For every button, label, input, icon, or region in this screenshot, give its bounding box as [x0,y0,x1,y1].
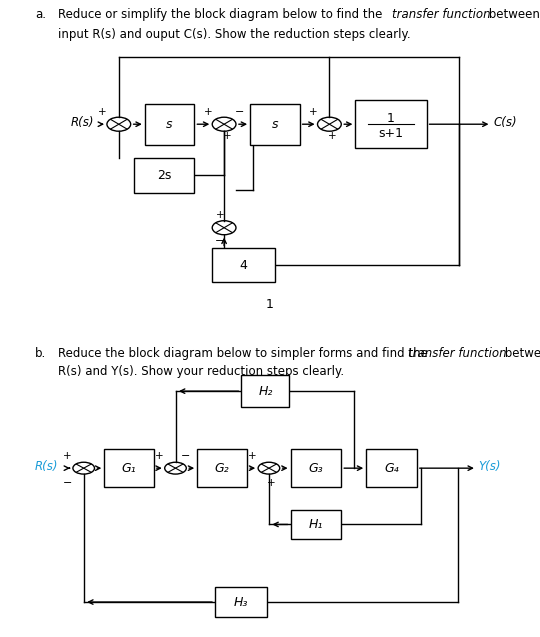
FancyBboxPatch shape [250,103,300,145]
FancyBboxPatch shape [241,375,289,408]
Text: Reduce or simplify the block diagram below to find the: Reduce or simplify the block diagram bel… [58,8,387,21]
FancyBboxPatch shape [212,248,275,282]
Text: +: + [63,451,72,461]
FancyBboxPatch shape [366,449,417,487]
Text: +: + [204,107,212,117]
Text: G₃: G₃ [308,462,323,475]
Text: between: between [501,347,540,360]
Text: C(s): C(s) [493,116,517,129]
Text: s: s [166,118,173,131]
Text: 1: 1 [387,112,395,125]
Text: G₂: G₂ [215,462,230,475]
FancyBboxPatch shape [145,103,194,145]
Text: s+1: s+1 [379,127,403,140]
Text: 4: 4 [240,259,248,271]
Text: b.: b. [35,347,46,360]
Text: +: + [222,131,231,141]
Text: 1: 1 [266,297,274,311]
FancyBboxPatch shape [291,449,341,487]
FancyBboxPatch shape [197,449,247,487]
Text: R(s) and Y(s). Show your reduction steps clearly.: R(s) and Y(s). Show your reduction steps… [58,365,345,378]
Text: −: − [180,451,190,461]
Text: s: s [272,118,278,131]
FancyBboxPatch shape [134,158,194,192]
Text: H₃: H₃ [234,596,248,608]
FancyBboxPatch shape [104,449,154,487]
Text: a.: a. [35,8,46,21]
Text: +: + [98,107,107,117]
Text: Y(s): Y(s) [478,460,501,473]
Text: G₁: G₁ [122,462,137,475]
Text: R(s): R(s) [35,460,59,473]
Text: H₁: H₁ [309,518,323,531]
Text: 2s: 2s [157,169,171,182]
Text: transfer function: transfer function [392,8,491,21]
Text: G₄: G₄ [384,462,399,475]
Text: Reduce the block diagram below to simpler forms and find the: Reduce the block diagram below to simple… [58,347,432,360]
Text: between the: between the [485,8,540,21]
Text: +: + [309,107,318,117]
Text: +: + [215,210,224,220]
Text: −: − [234,107,244,117]
FancyBboxPatch shape [215,587,267,617]
FancyBboxPatch shape [355,100,427,148]
Text: −: − [63,478,72,488]
Text: transfer function: transfer function [408,347,507,360]
Text: +: + [155,451,164,461]
Text: +: + [248,451,257,461]
Text: +: + [328,131,336,141]
Text: −: − [215,236,225,246]
Text: +: + [267,478,276,488]
Text: R(s): R(s) [70,116,94,129]
Text: input R(s) and ouput C(s). Show the reduction steps clearly.: input R(s) and ouput C(s). Show the redu… [58,28,411,41]
Text: H₂: H₂ [258,385,273,397]
FancyBboxPatch shape [291,510,341,540]
